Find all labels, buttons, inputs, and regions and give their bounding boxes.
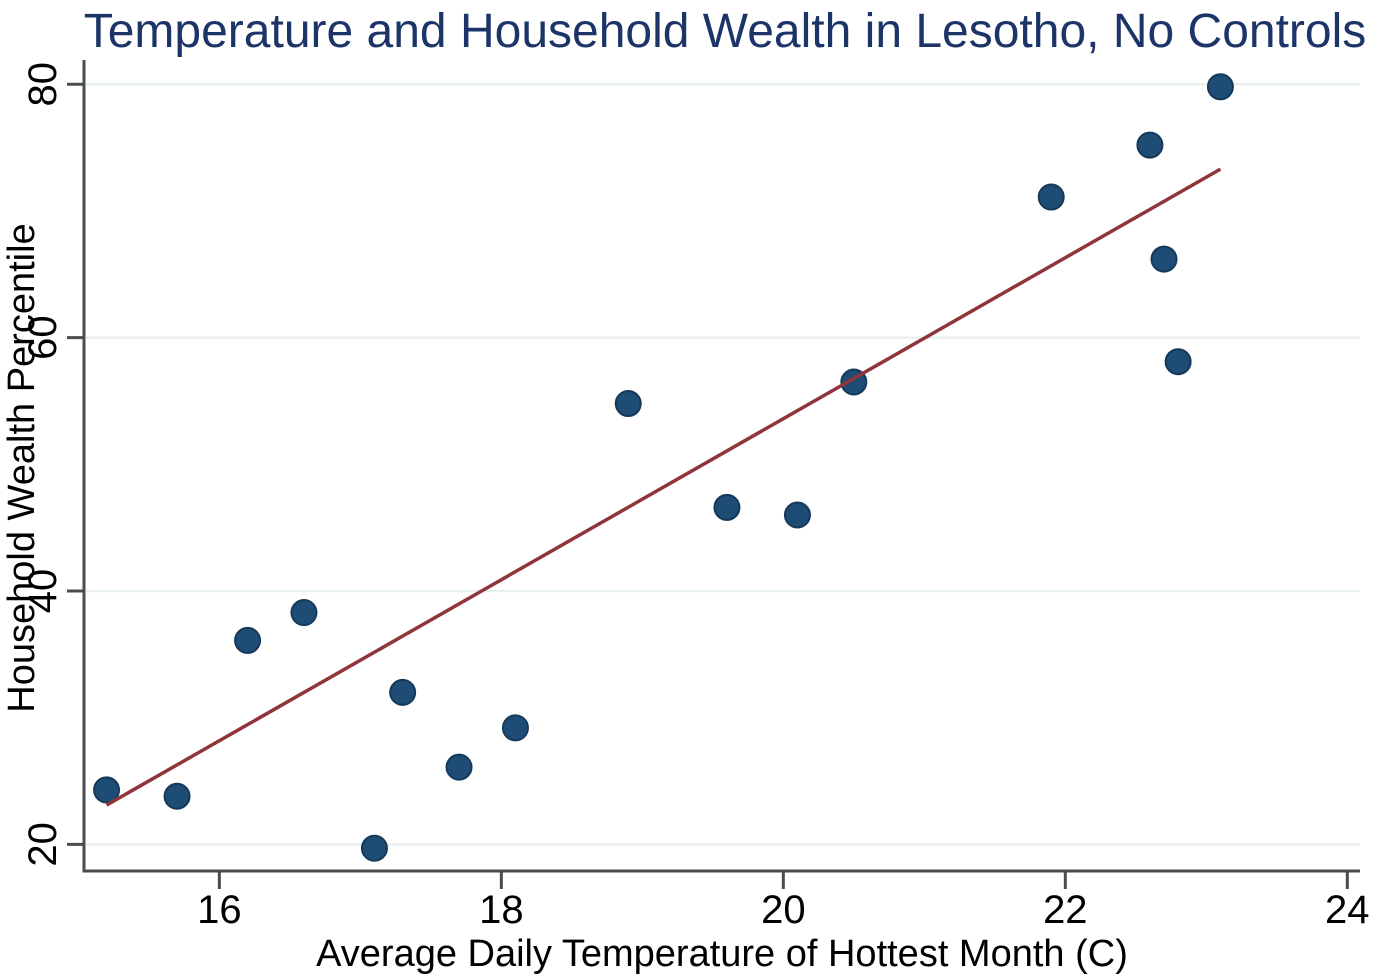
- x-axis-label: Average Daily Temperature of Hottest Mon…: [316, 933, 1128, 975]
- scatter-point-16: [1164, 348, 1192, 376]
- scatter-point-2: [163, 782, 191, 810]
- y-tick-label-80: 80: [21, 62, 65, 107]
- x-tick-label-22: 22: [1043, 888, 1088, 932]
- x-tick-label-20: 20: [761, 888, 806, 932]
- scatter-point-6: [389, 678, 417, 706]
- tick-label-layer: 20 40 60 80 16 18 20 22 24: [21, 62, 1370, 932]
- scatter-point-7: [445, 753, 473, 781]
- scatter-point-8: [501, 714, 529, 742]
- scatter-point-1: [93, 776, 121, 804]
- scatter-point-11: [783, 501, 811, 529]
- scatter-point-14: [1136, 131, 1164, 159]
- y-axis-label: Household Wealth Percentile: [1, 223, 43, 712]
- scatter-point-13: [1037, 183, 1065, 211]
- fit-line: [105, 167, 1222, 807]
- scatter-point-17: [1206, 73, 1234, 101]
- scatter-point-3: [234, 626, 262, 654]
- grid-layer: [86, 83, 1360, 846]
- chart-title: Temperature and Household Wealth in Leso…: [84, 5, 1367, 58]
- y-tick-label-40: 40: [21, 569, 65, 614]
- scatter-point-5: [360, 834, 388, 862]
- scatter-point-9: [614, 390, 642, 418]
- axis-layer: [67, 60, 1360, 889]
- data-layer: [93, 73, 1234, 862]
- scatter-point-15: [1150, 245, 1178, 273]
- x-tick-label-18: 18: [479, 888, 524, 932]
- x-tick-label-16: 16: [197, 888, 242, 932]
- y-tick-label-60: 60: [21, 315, 65, 360]
- x-tick-label-24: 24: [1325, 888, 1370, 932]
- y-tick-label-20: 20: [21, 822, 65, 867]
- scatter-point-10: [713, 493, 741, 521]
- scatter-point-4: [290, 599, 318, 627]
